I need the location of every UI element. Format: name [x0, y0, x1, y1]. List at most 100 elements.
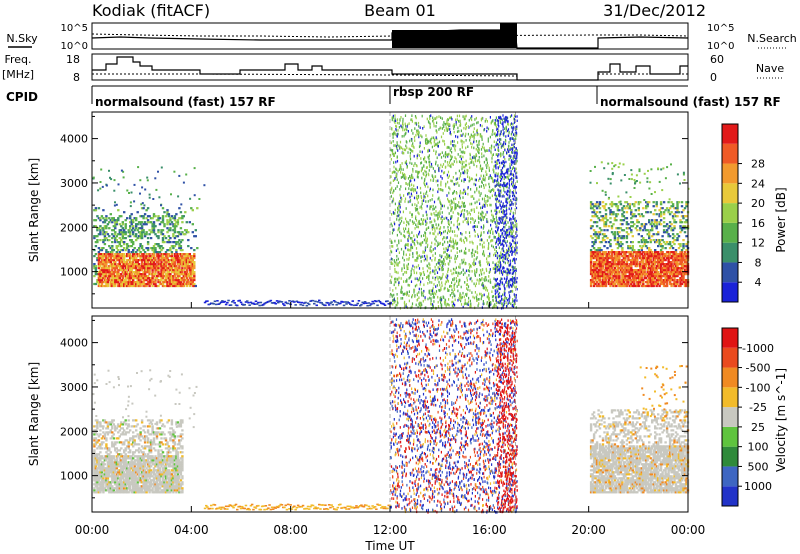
power-cell [103, 261, 107, 264]
power-cell [404, 200, 406, 203]
power-cell [105, 219, 108, 222]
power-cell [350, 304, 353, 306]
power-cell [108, 227, 111, 230]
power-cell [421, 202, 423, 206]
power-cell [99, 253, 102, 256]
power-cell [405, 243, 407, 246]
power-cell [392, 199, 394, 203]
power-cell [499, 118, 501, 122]
power-cell [420, 234, 422, 238]
power-cell [406, 267, 408, 271]
power-cell [470, 221, 472, 224]
power-cell [133, 217, 136, 220]
power-cell [142, 263, 145, 266]
power-cell [137, 277, 141, 280]
power-cell [140, 247, 144, 250]
power-cell [448, 303, 450, 307]
power-cell [133, 277, 136, 280]
power-cell [158, 273, 162, 276]
power-cell [415, 121, 417, 125]
power-cell [595, 257, 599, 260]
power-cell [488, 299, 490, 302]
power-cell [146, 253, 150, 256]
power-cell [139, 223, 142, 226]
power-cell [464, 115, 466, 119]
power-cell [465, 293, 467, 296]
power-cell [503, 260, 505, 264]
power-cell [598, 267, 602, 270]
power-cell [451, 215, 453, 218]
power-cell [94, 265, 98, 268]
power-cell [450, 199, 452, 203]
power-cell [151, 265, 154, 268]
power-cell [409, 211, 411, 214]
power-cell [471, 156, 474, 159]
power-cell [503, 250, 505, 254]
power-cell [412, 255, 414, 259]
power-cell [597, 259, 600, 262]
power-cell [497, 155, 499, 158]
power-cell [188, 273, 191, 276]
power-cell [501, 256, 503, 259]
power-cell [429, 263, 431, 267]
power-cell [190, 275, 193, 278]
power-cell [172, 241, 175, 244]
power-cell [509, 250, 511, 254]
power-cell [130, 255, 133, 258]
power-cell [109, 251, 112, 254]
power-cell [193, 273, 196, 276]
power-cell [422, 250, 424, 253]
power-cell [185, 221, 188, 224]
power-cell [491, 154, 493, 157]
power-cell [109, 271, 112, 274]
power-cell [459, 294, 461, 298]
power-cell [109, 261, 112, 264]
power-cell [394, 270, 396, 273]
power-cell [213, 300, 217, 303]
power-cell [489, 303, 491, 307]
power-cell [97, 282, 101, 286]
power-cell [426, 245, 428, 248]
power-cell [193, 271, 196, 274]
power-cell [105, 279, 108, 282]
power-cell [167, 261, 171, 264]
power-cell [437, 187, 440, 191]
power-cell [167, 282, 171, 286]
power-cell [481, 197, 484, 201]
power-cell [513, 162, 515, 165]
power-cell [423, 196, 425, 200]
power-cell [482, 281, 484, 285]
power-cell [115, 255, 118, 258]
power-cell [461, 258, 463, 262]
power-cell [152, 215, 156, 218]
power-cell [512, 250, 514, 254]
power-cell [459, 174, 461, 178]
power-cell [473, 146, 475, 150]
power-cell [508, 270, 510, 273]
power-cell [414, 188, 416, 191]
power-cell [440, 277, 442, 281]
power-cell [151, 253, 154, 256]
power-cell [115, 239, 118, 242]
power-cell [495, 284, 497, 288]
power-cell [118, 273, 121, 276]
power-cell [129, 257, 132, 260]
power-cell [246, 300, 249, 302]
power-cell [441, 276, 443, 280]
power-cell [451, 281, 453, 284]
power-cell [393, 130, 395, 134]
power-cell [503, 134, 505, 137]
power-cell [194, 229, 197, 232]
power-cell [392, 228, 394, 232]
power-cell [454, 260, 456, 264]
power-cell [404, 128, 406, 132]
power-cell [513, 198, 515, 201]
power-cell [603, 271, 606, 274]
power-cell [452, 238, 454, 241]
power-cell [140, 261, 144, 264]
power-cell [459, 205, 461, 209]
power-cell [450, 215, 452, 219]
power-cell [130, 223, 133, 226]
power-cell [393, 119, 395, 123]
power-cell [132, 281, 135, 284]
